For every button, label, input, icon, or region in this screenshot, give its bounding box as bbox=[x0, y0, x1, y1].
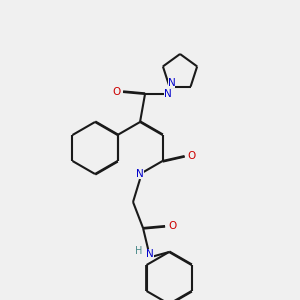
Text: N: N bbox=[168, 78, 175, 88]
Text: N: N bbox=[146, 249, 154, 259]
Text: O: O bbox=[188, 151, 196, 161]
Text: H: H bbox=[135, 246, 143, 256]
Text: N: N bbox=[136, 169, 144, 179]
Text: O: O bbox=[112, 87, 120, 97]
Text: O: O bbox=[168, 221, 176, 231]
Text: N: N bbox=[164, 89, 172, 99]
